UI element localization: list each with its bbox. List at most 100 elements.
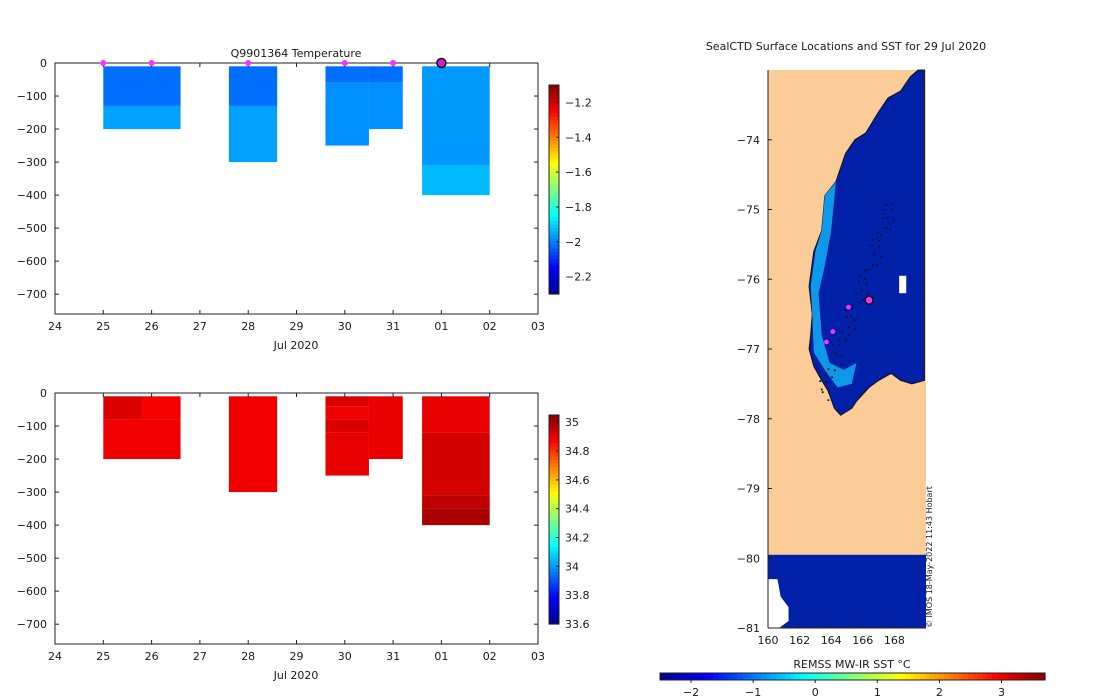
land-patch (768, 579, 789, 628)
colorbar-segment (549, 189, 559, 194)
y-tick-label: −300 (17, 156, 47, 169)
seal-track-point (835, 362, 838, 365)
colorbar-segment (549, 589, 559, 594)
colorbar-segment (549, 543, 559, 548)
colorbar-frame (548, 414, 560, 625)
colorbar-tick-label: −1.8 (565, 201, 592, 214)
sst-colorbar-segment (688, 673, 695, 680)
colorbar-segment (549, 255, 559, 260)
colorbar-segment (549, 283, 559, 288)
seal-track-point (885, 203, 888, 206)
colorbar-segment (549, 220, 559, 225)
colorbar-segment (549, 224, 559, 229)
sst-colorbar-segment (1030, 673, 1036, 680)
sst-colorbar-segment (842, 673, 849, 680)
colorbar-segment (549, 158, 559, 163)
colorbar-segment (549, 529, 559, 535)
y-tick-label: −400 (17, 519, 47, 532)
sst-colorbar-segment (881, 673, 887, 680)
seal-track-point (819, 380, 822, 383)
profile-marker (100, 60, 107, 66)
colorbar-segment (549, 276, 559, 281)
colorbar-segment (549, 168, 559, 173)
colorbar-segment (549, 415, 559, 420)
seal-track-point (820, 388, 823, 391)
colorbar-tick-label: −2.2 (565, 271, 592, 284)
colorbar-segment (549, 536, 559, 541)
colorbar-segment (549, 126, 559, 131)
seal-track-point (827, 368, 830, 371)
seal-track-point (821, 391, 824, 394)
map-y-tick-label: −78 (737, 413, 760, 426)
y-tick-label: −500 (17, 222, 47, 235)
colorbar-segment (549, 119, 559, 124)
seal-track-point (866, 292, 869, 295)
sst-colorbar-segment (818, 673, 825, 680)
colorbar-segment (549, 453, 559, 458)
seal-track-point (871, 263, 874, 266)
profile-cell (422, 432, 490, 496)
x-tick-label: 24 (48, 650, 62, 663)
profile-cell (422, 495, 490, 509)
profile-cell (325, 432, 369, 476)
sst-colorbar-segment (958, 673, 964, 680)
seal-track-point (853, 319, 856, 322)
colorbar-segment (549, 102, 559, 107)
sst-colorbar-segment (886, 673, 892, 680)
sst-colorbar-segment (1040, 673, 1046, 680)
colorbar-segment (549, 470, 559, 475)
colorbar-tick-label: 34.4 (565, 503, 590, 516)
colorbar-segment (549, 213, 559, 218)
profile-cell (141, 396, 181, 420)
seal-track-point (858, 280, 861, 283)
sst-colorbar-segment (891, 673, 897, 680)
x-tick-label: 31 (386, 650, 400, 663)
x-tick-label: 26 (145, 650, 159, 663)
colorbar-tick-label: 34.2 (565, 532, 590, 545)
seal-track-point (868, 254, 871, 257)
colorbar-segment (549, 248, 559, 253)
seal-track-point (833, 369, 836, 372)
sst-colorbar-segment (934, 673, 940, 680)
x-tick-label: 03 (531, 650, 545, 663)
map-y-tick-label: −80 (737, 552, 760, 565)
colorbar-segment (549, 165, 559, 170)
colorbar-segment (549, 498, 559, 503)
coastal-warm-band (810, 181, 857, 388)
colorbar-segment (549, 474, 559, 479)
sst-colorbar-segment (919, 673, 926, 680)
colorbar-segment (549, 109, 559, 114)
colorbar-segment (549, 252, 559, 257)
x-tick-label: 24 (48, 320, 62, 333)
colorbar-segment (549, 463, 559, 468)
seal-track-point (889, 228, 892, 231)
sst-colorbar-segment (1011, 673, 1017, 680)
seal-track-point (854, 292, 857, 295)
sst-colorbar-segment (1025, 673, 1032, 680)
sst-colorbar-segment (963, 673, 969, 680)
profile-marker (341, 60, 348, 66)
ross-sea-water (808, 69, 925, 416)
x-tick-label: 01 (434, 650, 448, 663)
sst-colorbar-segment (664, 673, 671, 680)
sst-colorbar-segment (948, 673, 955, 680)
colorbar-segment (549, 151, 559, 156)
seal-track-point (827, 399, 830, 402)
sst-colorbar-segment (794, 673, 801, 680)
profile-cell (325, 396, 369, 407)
sst-colorbar-segment (722, 673, 728, 680)
seal-track-point (885, 216, 888, 219)
colorbar-segment (549, 561, 559, 566)
colorbar-segment (549, 488, 559, 493)
x-tick-label: 26 (145, 320, 159, 333)
temperature-xlabel: Jul 2020 (273, 339, 319, 352)
colorbar-segment (549, 477, 559, 482)
sst-colorbar-segment (727, 673, 733, 680)
colorbar-segment (549, 85, 559, 90)
colorbar-segment (549, 495, 559, 500)
seal-track-point (840, 363, 843, 366)
colorbar-segment (549, 481, 559, 486)
colorbar-segment (549, 568, 559, 573)
seal-track-point (883, 209, 886, 212)
y-tick-label: −700 (17, 288, 47, 301)
